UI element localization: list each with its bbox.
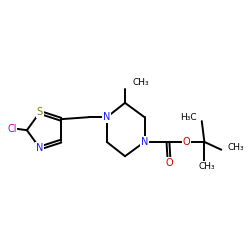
Text: N: N: [141, 137, 148, 147]
Text: H₃C: H₃C: [180, 114, 197, 122]
Text: CH₃: CH₃: [132, 78, 149, 87]
Text: S: S: [37, 108, 43, 118]
Text: Cl: Cl: [7, 124, 16, 134]
Text: O: O: [182, 137, 190, 147]
Text: O: O: [166, 158, 173, 168]
Text: N: N: [103, 112, 110, 122]
Text: N: N: [36, 143, 44, 153]
Text: CH₃: CH₃: [199, 162, 215, 171]
Text: CH₃: CH₃: [227, 142, 244, 152]
